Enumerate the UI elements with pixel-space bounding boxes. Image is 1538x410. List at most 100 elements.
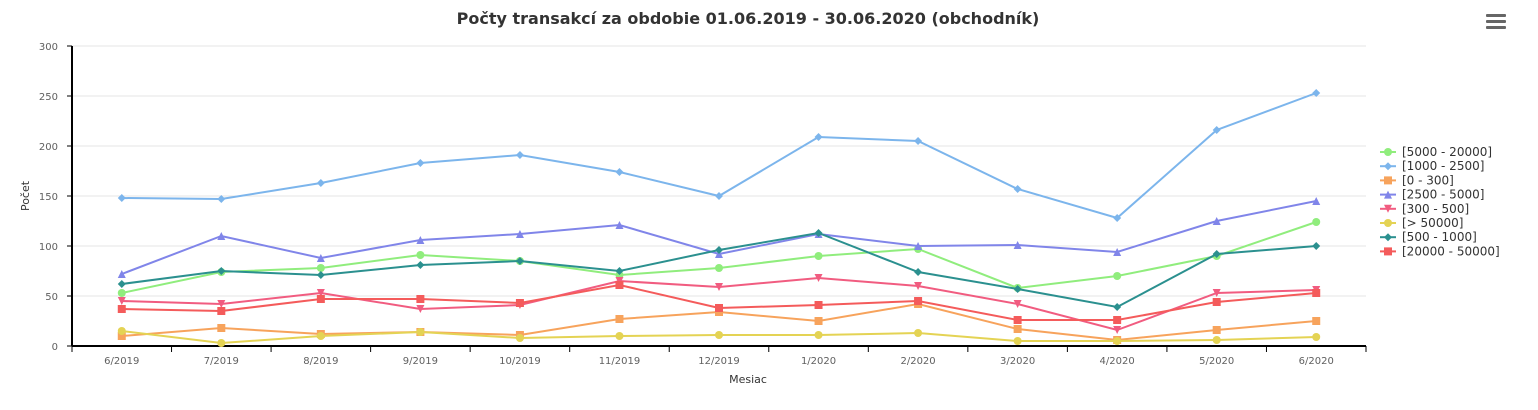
data-point[interactable]	[914, 268, 923, 276]
data-point[interactable]	[416, 236, 425, 244]
data-point[interactable]	[316, 254, 325, 262]
data-point[interactable]	[1312, 333, 1321, 341]
legend-marker[interactable]	[1384, 219, 1392, 227]
data-point[interactable]	[117, 289, 126, 297]
data-point[interactable]	[217, 324, 226, 332]
data-point[interactable]	[117, 194, 126, 202]
data-point[interactable]	[1113, 248, 1122, 256]
data-point[interactable]	[316, 264, 325, 272]
data-point[interactable]	[715, 283, 723, 291]
legend-item[interactable]: [500 - 1000]	[1380, 230, 1477, 244]
legend-item[interactable]: [2500 - 5000]	[1380, 188, 1484, 202]
data-point[interactable]	[1013, 241, 1022, 249]
data-point[interactable]	[1212, 217, 1221, 225]
legend-item[interactable]: [1000 - 2500]	[1380, 159, 1484, 173]
data-point[interactable]	[615, 281, 624, 289]
data-point[interactable]	[416, 295, 425, 303]
data-point[interactable]	[814, 274, 823, 282]
data-point[interactable]	[416, 261, 425, 269]
data-point[interactable]	[1312, 242, 1321, 250]
data-point[interactable]	[914, 282, 923, 290]
legend-marker[interactable]	[1384, 247, 1392, 256]
data-point[interactable]	[316, 295, 325, 303]
data-point[interactable]	[416, 328, 425, 336]
legend-marker[interactable]	[1384, 190, 1392, 199]
hamburger-menu-icon[interactable]	[1486, 12, 1506, 30]
data-point[interactable]	[814, 133, 823, 141]
data-point[interactable]	[1212, 326, 1221, 334]
data-point[interactable]	[515, 230, 524, 238]
data-point[interactable]	[217, 195, 226, 203]
data-point[interactable]	[1013, 316, 1022, 324]
legend-item[interactable]: [> 50000]	[1380, 216, 1463, 230]
legend-item[interactable]: [300 - 500]	[1380, 202, 1469, 216]
data-point[interactable]	[1212, 126, 1221, 134]
data-point[interactable]	[217, 339, 226, 347]
data-point[interactable]	[814, 317, 823, 325]
data-point[interactable]	[1212, 250, 1221, 258]
data-point[interactable]	[316, 179, 325, 187]
legend-marker[interactable]	[1384, 176, 1392, 185]
data-point[interactable]	[615, 267, 624, 275]
legend-item[interactable]: [5000 - 20000]	[1380, 145, 1492, 159]
data-point[interactable]	[814, 252, 823, 260]
data-point[interactable]	[1013, 185, 1022, 193]
data-point[interactable]	[615, 221, 624, 229]
legend-marker[interactable]	[1384, 162, 1392, 171]
data-point[interactable]	[615, 315, 624, 323]
data-point[interactable]	[615, 168, 624, 176]
data-point[interactable]	[615, 332, 624, 340]
data-point[interactable]	[914, 297, 923, 305]
data-point[interactable]	[515, 334, 524, 342]
data-point[interactable]	[1113, 337, 1122, 345]
data-point[interactable]	[1113, 326, 1122, 334]
data-point[interactable]	[117, 297, 126, 305]
data-point[interactable]	[416, 159, 425, 167]
data-point[interactable]	[1312, 317, 1321, 325]
data-point[interactable]	[1312, 289, 1321, 297]
data-point[interactable]	[814, 301, 823, 309]
data-point[interactable]	[416, 305, 425, 313]
legend-marker[interactable]	[1384, 233, 1392, 242]
legend-marker[interactable]	[1384, 148, 1392, 156]
data-point[interactable]	[217, 267, 226, 275]
data-point[interactable]	[416, 251, 425, 259]
data-point[interactable]	[1013, 337, 1022, 345]
data-point[interactable]	[914, 242, 923, 250]
data-point[interactable]	[217, 300, 226, 308]
data-point[interactable]	[117, 327, 126, 335]
data-point[interactable]	[715, 304, 723, 312]
data-point[interactable]	[1312, 218, 1321, 226]
data-point[interactable]	[1113, 303, 1122, 311]
data-point[interactable]	[1312, 197, 1321, 205]
data-point[interactable]	[515, 257, 524, 265]
data-point[interactable]	[515, 151, 524, 159]
data-point[interactable]	[914, 329, 923, 337]
data-point[interactable]	[715, 192, 723, 200]
data-point[interactable]	[117, 305, 126, 313]
data-point[interactable]	[1113, 214, 1122, 222]
data-point[interactable]	[715, 246, 723, 254]
data-point[interactable]	[316, 289, 325, 297]
data-point[interactable]	[515, 299, 524, 307]
data-point[interactable]	[1013, 325, 1022, 333]
data-point[interactable]	[1212, 298, 1221, 306]
data-point[interactable]	[117, 280, 126, 288]
legend-marker[interactable]	[1384, 204, 1392, 213]
data-point[interactable]	[1013, 300, 1022, 308]
data-point[interactable]	[1212, 336, 1221, 344]
data-point[interactable]	[117, 332, 126, 340]
data-point[interactable]	[715, 264, 723, 272]
data-point[interactable]	[1113, 272, 1122, 280]
data-point[interactable]	[1013, 285, 1022, 293]
data-point[interactable]	[914, 137, 923, 145]
legend-item[interactable]: [20000 - 50000]	[1380, 244, 1500, 258]
data-point[interactable]	[117, 270, 126, 278]
data-point[interactable]	[316, 271, 325, 279]
data-point[interactable]	[1113, 316, 1122, 324]
data-point[interactable]	[715, 331, 723, 339]
data-point[interactable]	[217, 232, 226, 240]
data-point[interactable]	[1312, 89, 1321, 97]
data-point[interactable]	[217, 307, 226, 315]
data-point[interactable]	[1212, 289, 1221, 297]
